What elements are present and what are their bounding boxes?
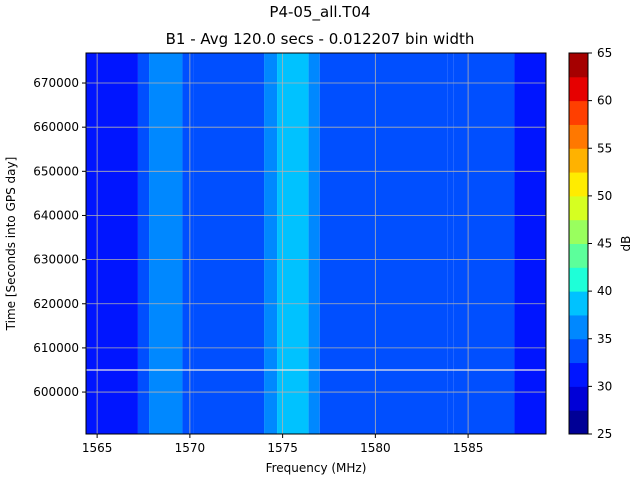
colorbar-segment: [569, 219, 588, 244]
heatmap-band: [264, 53, 278, 434]
x-tick-label: 1580: [360, 441, 391, 455]
colorbar-segment: [569, 195, 588, 221]
x-axis-label: Frequency (MHz): [266, 461, 367, 475]
colorbar-segment: [569, 53, 588, 78]
plot-frame: [85, 52, 547, 435]
heatmap-band: [447, 53, 454, 434]
colorbar-tick-label: 35: [597, 332, 612, 346]
heatmap-band: [182, 53, 194, 434]
colorbar-segment: [569, 172, 588, 197]
colorbar-tick-label: 55: [597, 141, 612, 155]
y-tick-label: 620000: [33, 297, 79, 311]
colorbar-segment: [569, 362, 588, 387]
x-tick-label: 1575: [267, 441, 298, 455]
colorbar-tick-label: 65: [597, 46, 612, 60]
x-tick-label: 1585: [453, 441, 484, 455]
heatmap-band: [277, 53, 309, 434]
colorbar-segment: [569, 410, 588, 435]
heatmap-band: [514, 53, 546, 434]
colorbar-segment: [569, 148, 588, 173]
y-tick-label: 610000: [33, 341, 79, 355]
y-tick-label: 670000: [33, 76, 79, 90]
colorbar-segment: [569, 124, 588, 149]
colorbar-segment: [569, 100, 588, 125]
heatmap-band: [97, 53, 138, 434]
heatmap-band: [453, 53, 515, 434]
colorbar-tick-label: 50: [597, 189, 612, 203]
heatmap-band: [149, 53, 183, 434]
colorbar-segment: [569, 291, 588, 316]
colorbar-segment: [569, 243, 588, 268]
heatmap-band: [193, 53, 265, 434]
colorbar-label: dB: [619, 236, 633, 252]
chart-subtitle: B1 - Avg 120.0 secs - 0.012207 bin width: [165, 30, 475, 48]
colorbar: 25 30 35 40 45 50 55 60 65 dB: [568, 46, 633, 441]
axes: 1565 1570 1575 1580 1585 600000 610000 620000 63…: [4, 52, 547, 475]
chart-title: P4-05_all.T04: [269, 3, 371, 21]
y-tick-label: 600000: [33, 385, 79, 399]
colorbar-segment: [569, 386, 588, 411]
x-tick-label: 1570: [175, 441, 206, 455]
heatmap-band: [137, 53, 150, 434]
y-axis-label: Time [Seconds into GPS day]: [4, 157, 18, 332]
x-tick-label: 1565: [82, 441, 113, 455]
heatmap-band: [319, 53, 448, 434]
colorbar-segment: [569, 314, 588, 340]
y-tick-label: 660000: [33, 120, 79, 134]
y-tick-label: 650000: [33, 164, 79, 178]
plot-area: [86, 53, 546, 434]
heatmap-band: [308, 53, 320, 434]
colorbar-tick-label: 30: [597, 379, 612, 393]
colorbar-tick-label: 45: [597, 237, 612, 251]
colorbar-tick-label: 25: [597, 427, 612, 441]
y-tick-label: 630000: [33, 253, 79, 267]
heatmap-band: [86, 53, 98, 434]
colorbar-tick-label: 60: [597, 94, 612, 108]
colorbar-tick-label: 40: [597, 284, 612, 298]
colorbar-segment: [569, 338, 588, 364]
colorbar-segment: [569, 267, 588, 292]
y-tick-label: 640000: [33, 208, 79, 222]
colorbar-segment: [569, 76, 588, 102]
